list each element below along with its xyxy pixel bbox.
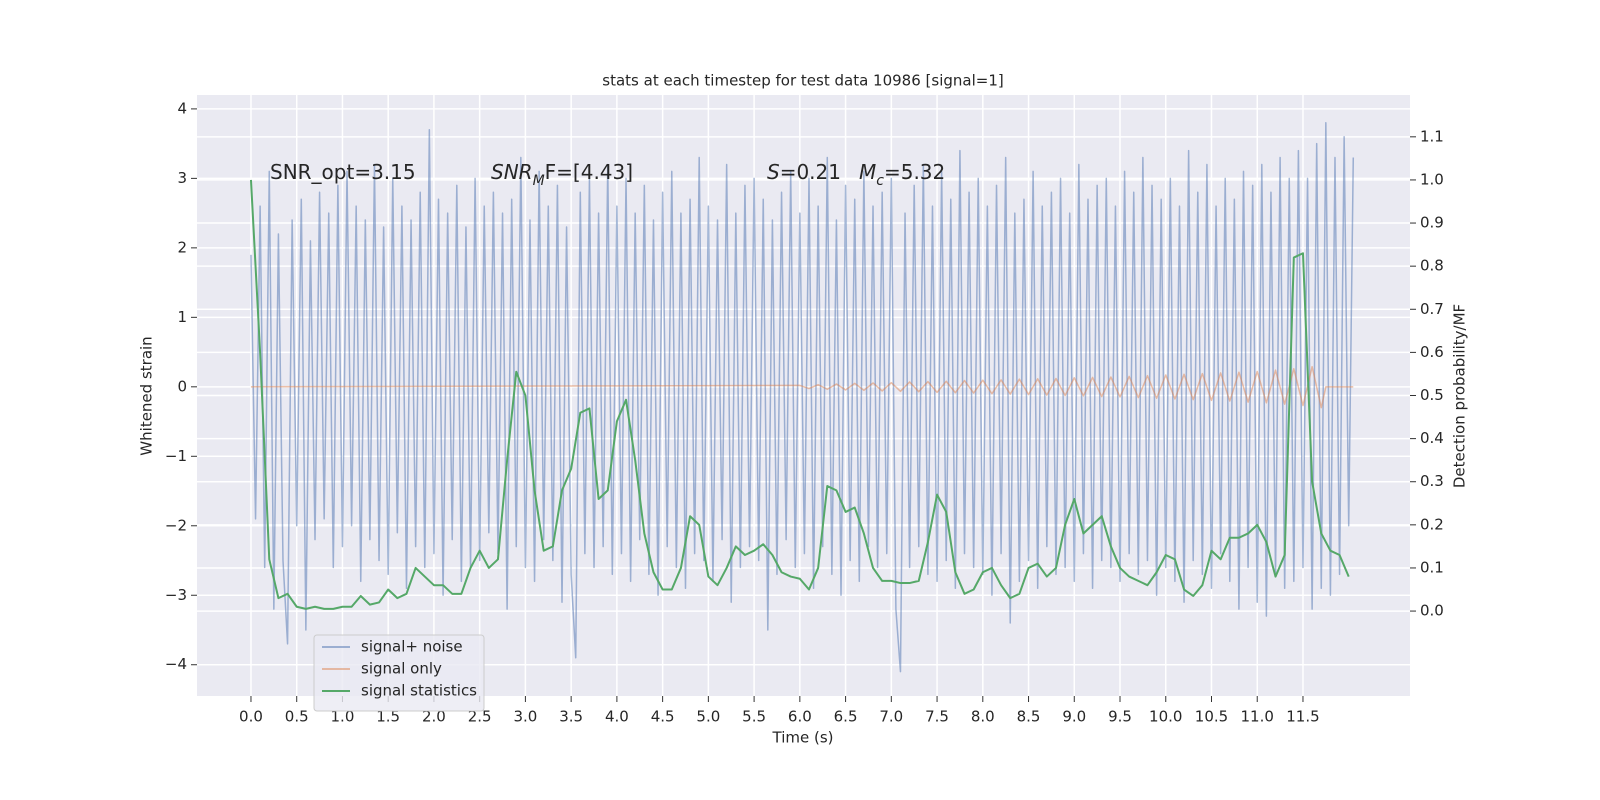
legend-label: signal+ noise bbox=[361, 638, 463, 656]
y2-tick-label: 1.0 bbox=[1420, 170, 1444, 188]
y-axis-label: Whitened strain bbox=[138, 336, 156, 455]
y2-tick-label: 0.6 bbox=[1420, 343, 1444, 361]
annotation-subscript: c bbox=[876, 173, 884, 189]
y2-tick-label: 0.7 bbox=[1420, 300, 1444, 318]
x-tick-label: 10.5 bbox=[1195, 708, 1228, 726]
x-tick-label: 5.0 bbox=[696, 708, 720, 726]
series-line bbox=[250, 122, 1355, 673]
y-tick-label: 0 bbox=[177, 377, 187, 395]
annotation: SNRMF=[4.43] bbox=[491, 160, 633, 190]
x-tick-label: 4.5 bbox=[651, 708, 675, 726]
annotation-text: =0.21 bbox=[780, 160, 841, 184]
x-tick-label: 6.0 bbox=[788, 708, 812, 726]
x-tick-label: 1.5 bbox=[376, 708, 400, 726]
annotation-text: F=[4.43] bbox=[545, 160, 633, 184]
x-tick-label: 0.0 bbox=[239, 708, 263, 726]
y2-tick-label: 0.1 bbox=[1420, 558, 1444, 576]
y2-tick-label: 0.4 bbox=[1420, 429, 1444, 447]
y-tick-label: 3 bbox=[177, 169, 187, 187]
legend-label: signal only bbox=[361, 660, 442, 678]
y2-tick-label: 0.0 bbox=[1420, 602, 1444, 620]
x-tick-label: 5.5 bbox=[742, 708, 766, 726]
x-tick-label: 11.0 bbox=[1241, 708, 1274, 726]
chart-title: stats at each timestep for test data 109… bbox=[602, 72, 1003, 90]
x-tick-label: 2.5 bbox=[468, 708, 492, 726]
x-tick-label: 7.5 bbox=[925, 708, 949, 726]
y-tick-label: −1 bbox=[165, 447, 187, 465]
x-tick-label: 4.0 bbox=[605, 708, 629, 726]
legend-box bbox=[313, 634, 485, 712]
annotation: S=0.21 bbox=[767, 160, 841, 184]
x-tick-label: 3.0 bbox=[513, 708, 537, 726]
annotation-math: SNR bbox=[491, 160, 533, 184]
y-tick-label: 2 bbox=[177, 238, 187, 256]
x-tick-label: 9.0 bbox=[1062, 708, 1086, 726]
y-tick-label: 4 bbox=[177, 99, 187, 117]
x-tick-label: 8.5 bbox=[1017, 708, 1041, 726]
x-axis-label: Time (s) bbox=[772, 729, 834, 747]
annotation-text: SNR_opt=3.15 bbox=[270, 160, 416, 184]
y2-tick-label: 0.8 bbox=[1420, 257, 1444, 275]
y-tick-label: −3 bbox=[165, 586, 187, 604]
x-tick-label: 0.5 bbox=[285, 708, 309, 726]
legend-label: signal statistics bbox=[361, 682, 477, 700]
y-tick-label: −4 bbox=[165, 655, 187, 673]
annotation-math: S bbox=[767, 160, 780, 184]
y2-tick-label: 0.9 bbox=[1420, 214, 1444, 232]
x-tick-label: 1.0 bbox=[331, 708, 355, 726]
y2-tick-label: 0.2 bbox=[1420, 515, 1444, 533]
annotation: Mc=5.32 bbox=[859, 160, 945, 190]
x-tick-label: 10.0 bbox=[1149, 708, 1182, 726]
x-tick-label: 2.0 bbox=[422, 708, 446, 726]
annotation: SNR_opt=3.15 bbox=[270, 160, 416, 184]
annotation-text: =5.32 bbox=[884, 160, 945, 184]
y-tick-label: 1 bbox=[177, 308, 187, 326]
x-tick-label: 7.0 bbox=[879, 708, 903, 726]
y2-axis-label: Detection probability/MF bbox=[1451, 304, 1469, 488]
series-line bbox=[250, 365, 1354, 409]
series-line bbox=[249, 179, 1350, 610]
y2-tick-label: 1.1 bbox=[1420, 127, 1444, 145]
x-tick-label: 3.5 bbox=[559, 708, 583, 726]
y2-tick-label: 0.3 bbox=[1420, 472, 1444, 490]
x-tick-label: 11.5 bbox=[1286, 708, 1319, 726]
y-tick-label: −2 bbox=[165, 516, 187, 534]
annotation-math: M bbox=[859, 160, 876, 184]
annotation-subscript: M bbox=[533, 173, 545, 189]
x-tick-label: 8.0 bbox=[971, 708, 995, 726]
x-tick-label: 6.5 bbox=[834, 708, 858, 726]
y2-tick-label: 0.5 bbox=[1420, 386, 1444, 404]
x-tick-label: 9.5 bbox=[1108, 708, 1132, 726]
